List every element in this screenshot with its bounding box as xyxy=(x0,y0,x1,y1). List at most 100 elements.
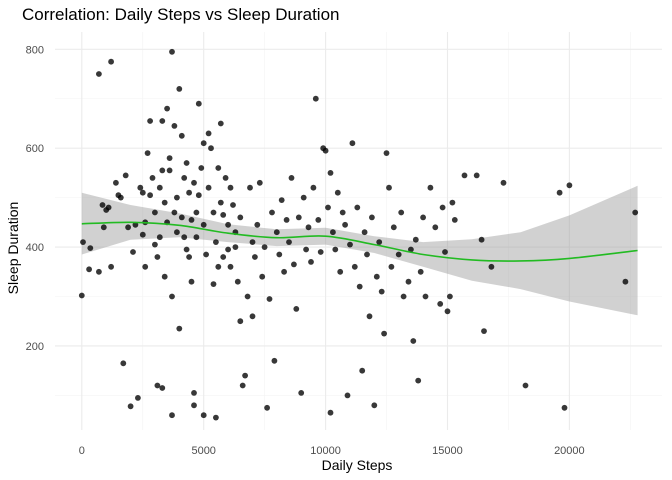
data-point xyxy=(191,390,197,396)
data-point xyxy=(327,409,334,416)
data-point xyxy=(127,403,134,410)
data-point xyxy=(281,268,287,275)
data-point xyxy=(171,209,178,216)
data-point xyxy=(322,147,329,154)
data-point xyxy=(422,293,429,300)
data-point xyxy=(371,402,378,409)
data-point xyxy=(473,172,480,179)
data-point xyxy=(188,278,195,285)
data-point xyxy=(186,189,193,196)
data-point xyxy=(444,308,451,315)
confidence-ribbon xyxy=(81,185,638,316)
x-tick-label: 0 xyxy=(79,445,85,457)
y-tick-label: 600 xyxy=(26,143,44,155)
minor-gridlines xyxy=(55,32,662,430)
data-point xyxy=(87,245,94,252)
data-point xyxy=(108,58,114,65)
data-point xyxy=(166,167,173,174)
data-point xyxy=(334,189,341,196)
data-point xyxy=(159,167,166,174)
data-point xyxy=(100,224,107,231)
data-point xyxy=(188,217,195,223)
data-point xyxy=(237,214,244,221)
data-point xyxy=(244,293,251,300)
data-point xyxy=(447,293,453,300)
data-point xyxy=(156,184,163,191)
data-point xyxy=(169,293,175,300)
data-point xyxy=(144,150,151,157)
data-point xyxy=(122,172,129,179)
data-point xyxy=(256,179,263,186)
data-point xyxy=(139,189,146,196)
data-point xyxy=(193,234,200,241)
data-point xyxy=(152,209,158,216)
data-point xyxy=(427,184,434,191)
data-point xyxy=(249,239,256,246)
data-point xyxy=(156,234,163,241)
data-point xyxy=(261,244,268,251)
data-point xyxy=(174,229,180,236)
data-point xyxy=(171,123,178,129)
y-tick-label: 400 xyxy=(26,242,44,254)
data-point xyxy=(488,263,495,270)
x-tick-label: 10000 xyxy=(310,445,341,457)
data-point xyxy=(132,221,139,228)
data-point xyxy=(344,392,351,399)
data-point xyxy=(410,338,417,344)
data-point xyxy=(439,204,446,211)
x-axis-ticks: 0 5000 10000 15000 20000 xyxy=(79,445,585,457)
data-point xyxy=(169,48,175,55)
data-point xyxy=(234,278,241,285)
data-point xyxy=(478,236,485,243)
data-point xyxy=(254,221,261,228)
data-point xyxy=(113,179,119,186)
data-point xyxy=(232,244,239,251)
data-point xyxy=(200,140,207,147)
data-point xyxy=(395,251,402,258)
data-point xyxy=(225,221,232,228)
data-point xyxy=(415,377,422,384)
data-point xyxy=(437,301,444,307)
data-point xyxy=(347,241,353,248)
data-point xyxy=(205,184,212,191)
data-point xyxy=(174,194,180,201)
data-point xyxy=(210,209,217,216)
data-point xyxy=(622,278,629,285)
data-point xyxy=(137,184,144,191)
data-point xyxy=(286,239,292,246)
data-point xyxy=(130,249,136,255)
data-point xyxy=(317,249,324,255)
data-point xyxy=(220,212,227,218)
data-point xyxy=(325,204,331,211)
data-point xyxy=(264,404,270,411)
data-point xyxy=(369,214,375,221)
data-point xyxy=(183,160,190,166)
data-point xyxy=(432,224,439,231)
data-point xyxy=(213,414,219,421)
data-point xyxy=(259,273,266,280)
data-point xyxy=(249,313,256,320)
data-point xyxy=(342,221,348,228)
data-point xyxy=(186,254,193,260)
data-point xyxy=(108,263,114,270)
data-point xyxy=(195,100,202,107)
data-point xyxy=(161,273,168,280)
data-point xyxy=(139,231,146,238)
data-point xyxy=(147,118,154,124)
data-point xyxy=(178,132,185,139)
data-point xyxy=(220,254,227,260)
data-point xyxy=(383,150,390,157)
data-point xyxy=(181,175,188,181)
data-point xyxy=(176,325,183,332)
data-point xyxy=(247,184,253,191)
data-point xyxy=(295,214,302,221)
data-point xyxy=(193,209,200,216)
data-point xyxy=(96,71,102,77)
data-point xyxy=(227,184,234,191)
data-point xyxy=(230,202,236,208)
data-point xyxy=(159,118,166,124)
data-point xyxy=(359,367,366,374)
data-point xyxy=(117,194,124,201)
y-axis-title: Sleep Duration xyxy=(5,202,21,295)
data-point xyxy=(183,246,190,253)
